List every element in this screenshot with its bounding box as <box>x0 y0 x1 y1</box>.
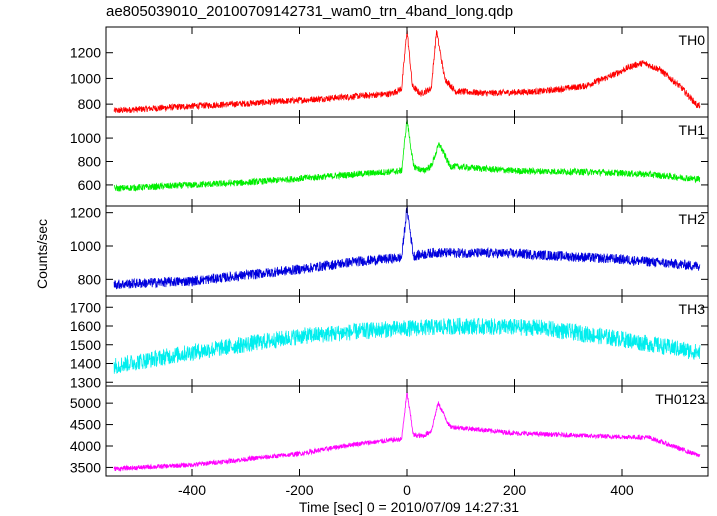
x-tick-label: 400 <box>610 482 634 498</box>
panel-th1: 600 800 1000 TH1 <box>70 116 709 207</box>
y-tick-label: 1400 <box>70 356 101 372</box>
chart-title: ae805039010_20100709142731_wam0_trn_4ban… <box>106 3 513 20</box>
y-tick-label: 1000 <box>70 238 101 254</box>
x-tick-label: 0 <box>403 482 411 498</box>
panel-th0: 800 1000 1200 TH0 <box>70 26 709 118</box>
series-line-th3 <box>113 317 701 374</box>
y-tick-label: 800 <box>78 96 102 112</box>
y-tick-label: 4500 <box>70 417 101 433</box>
y-tick-label: 3500 <box>70 459 101 475</box>
panel-frame <box>105 116 709 207</box>
series-label: TH0 <box>679 32 706 48</box>
panel-th2: 800 1000 1200 TH2 <box>70 205 709 297</box>
series-line-th1 <box>113 119 701 192</box>
series-label: TH2 <box>679 211 706 227</box>
series-label: TH1 <box>679 122 706 138</box>
y-tick-label: 1000 <box>70 130 101 146</box>
series-line-th0 <box>113 29 701 113</box>
y-tick-label: 1500 <box>70 337 101 353</box>
series-label: TH3 <box>679 301 706 317</box>
y-tick-label: 1600 <box>70 318 101 334</box>
y-tick-label: 1200 <box>70 45 101 61</box>
x-tick-label: -200 <box>285 482 313 498</box>
y-tick-label: 1700 <box>70 299 101 315</box>
series-line-th0123 <box>113 391 701 472</box>
y-tick-label: 1000 <box>70 70 101 86</box>
y-tick-label: 800 <box>78 154 102 170</box>
x-tick-label: -400 <box>178 482 206 498</box>
series-line-th2 <box>113 206 701 290</box>
panel-th0123: 3500 4000 4500 5000 TH0123 -400 -200 0 200 400 <box>70 385 709 498</box>
y-tick-label: 600 <box>78 177 102 193</box>
panel-th3: 1300 1400 1500 1600 1700 TH3 <box>70 295 709 390</box>
series-label: TH0123 <box>655 391 705 407</box>
panels: 800 1000 1200 TH0 600 800 1000 TH1 800 1000 1200 TH… <box>70 26 709 498</box>
panel-frame <box>105 295 709 387</box>
y-tick-label: 1300 <box>70 374 101 390</box>
x-tick-label: 200 <box>503 482 527 498</box>
y-axis-label: Counts/sec <box>34 219 50 289</box>
x-axis-label: Time [sec] 0 = 2010/07/09 14:27:31 <box>299 499 519 515</box>
y-tick-label: 1200 <box>70 205 101 221</box>
y-tick-label: 4000 <box>70 438 101 454</box>
y-tick-label: 5000 <box>70 395 101 411</box>
y-tick-label: 800 <box>78 271 102 287</box>
